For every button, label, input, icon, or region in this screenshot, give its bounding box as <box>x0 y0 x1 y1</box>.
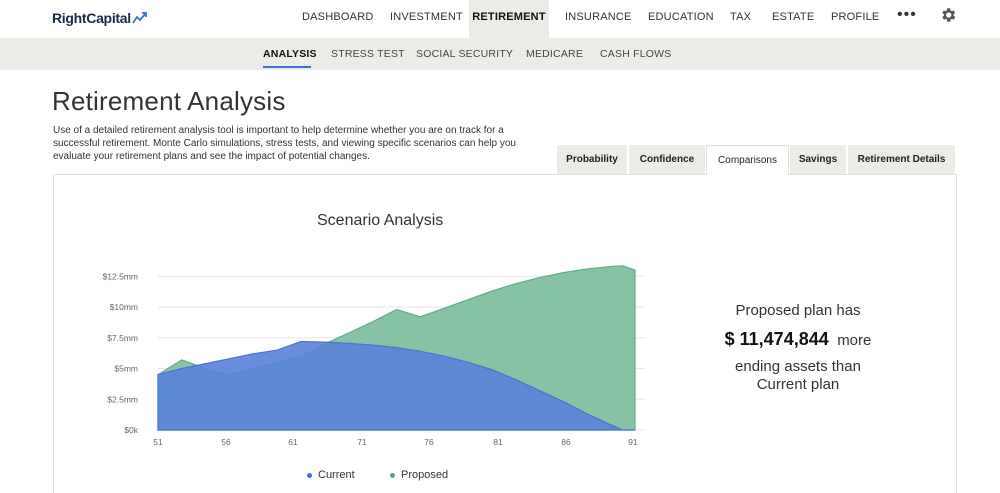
page-title: Retirement Analysis <box>52 86 286 116</box>
tab-savings[interactable]: Savings <box>790 145 846 175</box>
nav-estate[interactable]: ESTATE <box>772 11 815 23</box>
subnav-cash-flows[interactable]: CASH FLOWS <box>600 48 672 60</box>
nav-dashboard[interactable]: DASHBOARD <box>302 11 374 23</box>
active-subnav-indicator <box>263 66 311 68</box>
x-tick-label: 61 <box>288 437 298 447</box>
page-description: Use of a detailed retirement analysis to… <box>53 125 516 162</box>
nav-retirement[interactable]: RETIREMENT <box>469 0 549 38</box>
x-tick-label: 91 <box>628 437 638 447</box>
summary-conclusion-line1: ending assets than <box>735 358 861 375</box>
nav-investment[interactable]: INVESTMENT <box>390 11 463 23</box>
sub-nav: ANALYSIS STRESS TEST SOCIAL SECURITY MED… <box>0 38 1000 70</box>
summary-amount-row: $ 11,474,844 more <box>700 329 896 350</box>
x-tick-label: 56 <box>221 437 231 447</box>
subnav-medicare[interactable]: MEDICARE <box>526 48 584 60</box>
legend-dot-proposed <box>390 472 395 478</box>
tab-retirement-details[interactable]: Retirement Details <box>848 145 955 175</box>
legend-label-current: Current <box>318 469 355 481</box>
brand-logo[interactable]: RightCapital <box>52 9 148 27</box>
summary-conclusion-line2: Current plan <box>756 376 840 393</box>
y-tick-label: $10mm <box>110 302 138 312</box>
y-tick-label: $2.5mm <box>107 394 138 404</box>
subnav-social-security[interactable]: SOCIAL SECURITY <box>416 48 514 60</box>
nav-insurance[interactable]: INSURANCE <box>565 11 632 23</box>
y-tick-label: $0k <box>124 425 138 435</box>
y-tick-label: $12.5mm <box>103 271 138 281</box>
tab-probability[interactable]: Probability <box>557 145 627 175</box>
summary-amount: $ 11,474,844 <box>724 329 829 349</box>
tab-confidence[interactable]: Confidence <box>629 145 705 175</box>
summary-more: more <box>837 332 872 349</box>
chart-title: Scenario Analysis <box>317 212 444 229</box>
x-tick-label: 76 <box>424 437 434 447</box>
scenario-analysis-chart: $0k $2.5mm $5mm $7.5mm $10mm $12.5mm 51 56 61 71 7… <box>103 265 645 447</box>
subnav-analysis[interactable]: ANALYSIS <box>263 48 317 60</box>
more-menu-icon[interactable]: ••• <box>897 6 917 23</box>
x-tick-label: 71 <box>357 437 367 447</box>
series-area-current <box>157 340 635 431</box>
y-tick-label: $5mm <box>114 364 138 374</box>
nav-tax[interactable]: TAX <box>730 11 752 23</box>
gear-icon[interactable] <box>939 6 957 24</box>
summary-conclusion: ending assets than Current plan <box>700 358 896 394</box>
tab-comparisons[interactable]: Comparisons <box>706 145 789 175</box>
legend-current[interactable]: Current <box>307 469 355 481</box>
x-tick-label: 81 <box>493 437 503 447</box>
nav-education[interactable]: EDUCATION <box>648 11 714 23</box>
brand-name: RightCapital <box>52 10 131 26</box>
x-tick-label: 51 <box>153 437 163 447</box>
legend-label-proposed: Proposed <box>401 469 449 481</box>
top-nav: RightCapital DASHBOARD INVESTMENT RETIRE… <box>0 0 1000 38</box>
trend-arrow-icon <box>132 12 147 24</box>
subnav-stress-test[interactable]: STRESS TEST <box>331 48 405 60</box>
x-tick-label: 86 <box>561 437 571 447</box>
y-tick-label: $7.5mm <box>107 333 138 343</box>
legend-dot-current <box>307 472 312 478</box>
summary-intro: Proposed plan has <box>735 302 861 319</box>
legend-proposed[interactable]: Proposed <box>390 469 448 481</box>
comparison-summary: Proposed plan has $ 11,474,844 more endi… <box>700 302 896 394</box>
nav-profile[interactable]: PROFILE <box>831 11 880 23</box>
